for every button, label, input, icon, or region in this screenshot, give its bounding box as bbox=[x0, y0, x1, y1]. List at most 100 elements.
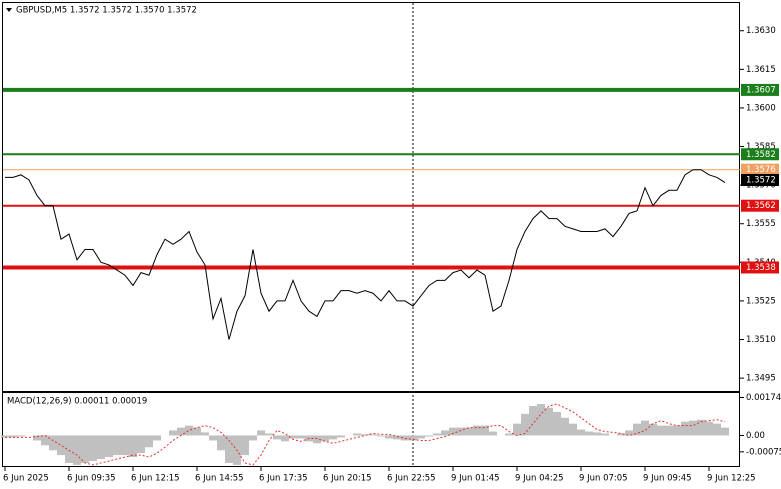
histogram-bar bbox=[121, 435, 129, 456]
histogram-bar bbox=[265, 433, 273, 436]
histogram-bar bbox=[57, 435, 65, 456]
histogram-bar bbox=[537, 404, 545, 436]
last-price-label: 1.3572 bbox=[746, 175, 776, 185]
level-label-box bbox=[741, 199, 779, 212]
y-tick-label: 1.3510 bbox=[746, 335, 776, 345]
y-tick-label: -0.00075 bbox=[746, 447, 781, 457]
y-tick-label: 1.3615 bbox=[746, 65, 776, 75]
histogram-bar bbox=[281, 435, 289, 442]
histogram-bar bbox=[649, 423, 657, 436]
histogram-bar bbox=[625, 430, 633, 436]
histogram-bar bbox=[505, 433, 513, 436]
y-tick-label: 1.3600 bbox=[746, 103, 776, 113]
x-tick-label: 6 Jun 2025 bbox=[3, 474, 49, 484]
histogram-bar bbox=[697, 419, 705, 436]
histogram-bar bbox=[353, 433, 361, 436]
histogram-bar bbox=[273, 435, 281, 440]
histogram-bar bbox=[169, 430, 177, 436]
level-label-box bbox=[741, 163, 779, 176]
histogram-bar bbox=[193, 427, 201, 436]
x-tick-label: 6 Jun 12:15 bbox=[131, 474, 180, 484]
price-frame bbox=[2, 2, 740, 392]
histogram-bar bbox=[673, 425, 681, 436]
histogram-bar bbox=[481, 425, 489, 436]
histogram-bar bbox=[545, 407, 553, 436]
histogram-bar bbox=[529, 406, 537, 436]
histogram-bar bbox=[577, 429, 585, 436]
histogram-bar bbox=[521, 413, 529, 436]
histogram-bar bbox=[289, 435, 297, 439]
histogram-bar bbox=[241, 435, 249, 456]
x-tick-label: 9 Jun 12:25 bbox=[707, 474, 756, 484]
last-price-box bbox=[741, 173, 779, 186]
histogram-bar bbox=[401, 435, 409, 441]
macd-title: MACD(12,26,9) 0.00011 0.00019 bbox=[7, 397, 147, 407]
histogram-bar bbox=[97, 435, 105, 460]
x-tick-label: 9 Jun 09:45 bbox=[643, 474, 692, 484]
histogram-bar bbox=[137, 435, 145, 454]
histogram-bar bbox=[33, 435, 41, 441]
histogram-bar bbox=[689, 420, 697, 436]
histogram-bar bbox=[113, 435, 121, 456]
level-label-box bbox=[741, 261, 779, 274]
x-tick-label: 6 Jun 22:55 bbox=[387, 474, 436, 484]
histogram-bar bbox=[513, 423, 521, 436]
histogram-bar bbox=[321, 435, 329, 442]
histogram-bar bbox=[257, 430, 265, 436]
histogram-bar bbox=[473, 425, 481, 436]
histogram-bar bbox=[585, 431, 593, 436]
y-tick-label: 1.3525 bbox=[746, 296, 776, 306]
histogram-bar bbox=[441, 430, 449, 436]
x-tick-label: 9 Jun 07:05 bbox=[579, 474, 628, 484]
histogram-bar bbox=[49, 435, 57, 451]
histogram-bar bbox=[105, 435, 113, 458]
histogram-bar bbox=[201, 432, 209, 436]
histogram-bar bbox=[641, 420, 649, 436]
level-label: 1.3582 bbox=[746, 150, 776, 160]
histogram-bar bbox=[249, 435, 257, 441]
histogram-bar bbox=[713, 423, 721, 436]
histogram-bar bbox=[377, 435, 385, 437]
y-tick-label: 1.3555 bbox=[746, 219, 776, 229]
histogram-bar bbox=[297, 435, 305, 439]
histogram-bar bbox=[41, 435, 49, 446]
macd-frame bbox=[2, 392, 740, 467]
histogram-bar bbox=[417, 435, 425, 439]
histogram-bar bbox=[1, 435, 9, 438]
histogram-bar bbox=[9, 435, 17, 438]
histogram-bar bbox=[601, 433, 609, 436]
histogram-bar bbox=[433, 433, 441, 436]
histogram-bar bbox=[145, 435, 153, 448]
level-label: 1.3538 bbox=[746, 263, 776, 273]
histogram-bar bbox=[657, 425, 665, 436]
histogram-bar bbox=[177, 427, 185, 436]
menu-arrow bbox=[6, 8, 12, 12]
histogram-bar bbox=[313, 435, 321, 444]
y-tick-label: 0.00 bbox=[746, 431, 765, 441]
histogram-bar bbox=[593, 432, 601, 436]
histogram-bar bbox=[385, 435, 393, 439]
y-tick-label: 1.3495 bbox=[746, 374, 776, 384]
histogram-bar bbox=[185, 425, 193, 436]
histogram-bar bbox=[153, 435, 161, 441]
histogram-bar bbox=[393, 435, 401, 440]
histogram-bar bbox=[369, 434, 377, 436]
histogram-bar bbox=[225, 435, 233, 463]
histogram-bar bbox=[465, 427, 473, 436]
x-tick-label: 6 Jun 20:15 bbox=[323, 474, 372, 484]
histogram-bar bbox=[425, 435, 433, 437]
level-label: 1.3607 bbox=[746, 85, 776, 95]
histogram-bar bbox=[217, 435, 225, 451]
level-label-box bbox=[741, 148, 779, 161]
histogram-bar bbox=[65, 435, 73, 463]
histogram-bar bbox=[561, 417, 569, 436]
histogram-bar bbox=[129, 435, 137, 458]
x-tick-label: 9 Jun 01:45 bbox=[451, 474, 500, 484]
level-label-box bbox=[741, 83, 779, 96]
x-tick-label: 6 Jun 09:35 bbox=[67, 474, 116, 484]
histogram-bar bbox=[17, 435, 25, 437]
x-tick-label: 9 Jun 04:25 bbox=[515, 474, 564, 484]
level-label: 1.3576 bbox=[746, 165, 776, 175]
histogram-bar bbox=[409, 435, 417, 441]
